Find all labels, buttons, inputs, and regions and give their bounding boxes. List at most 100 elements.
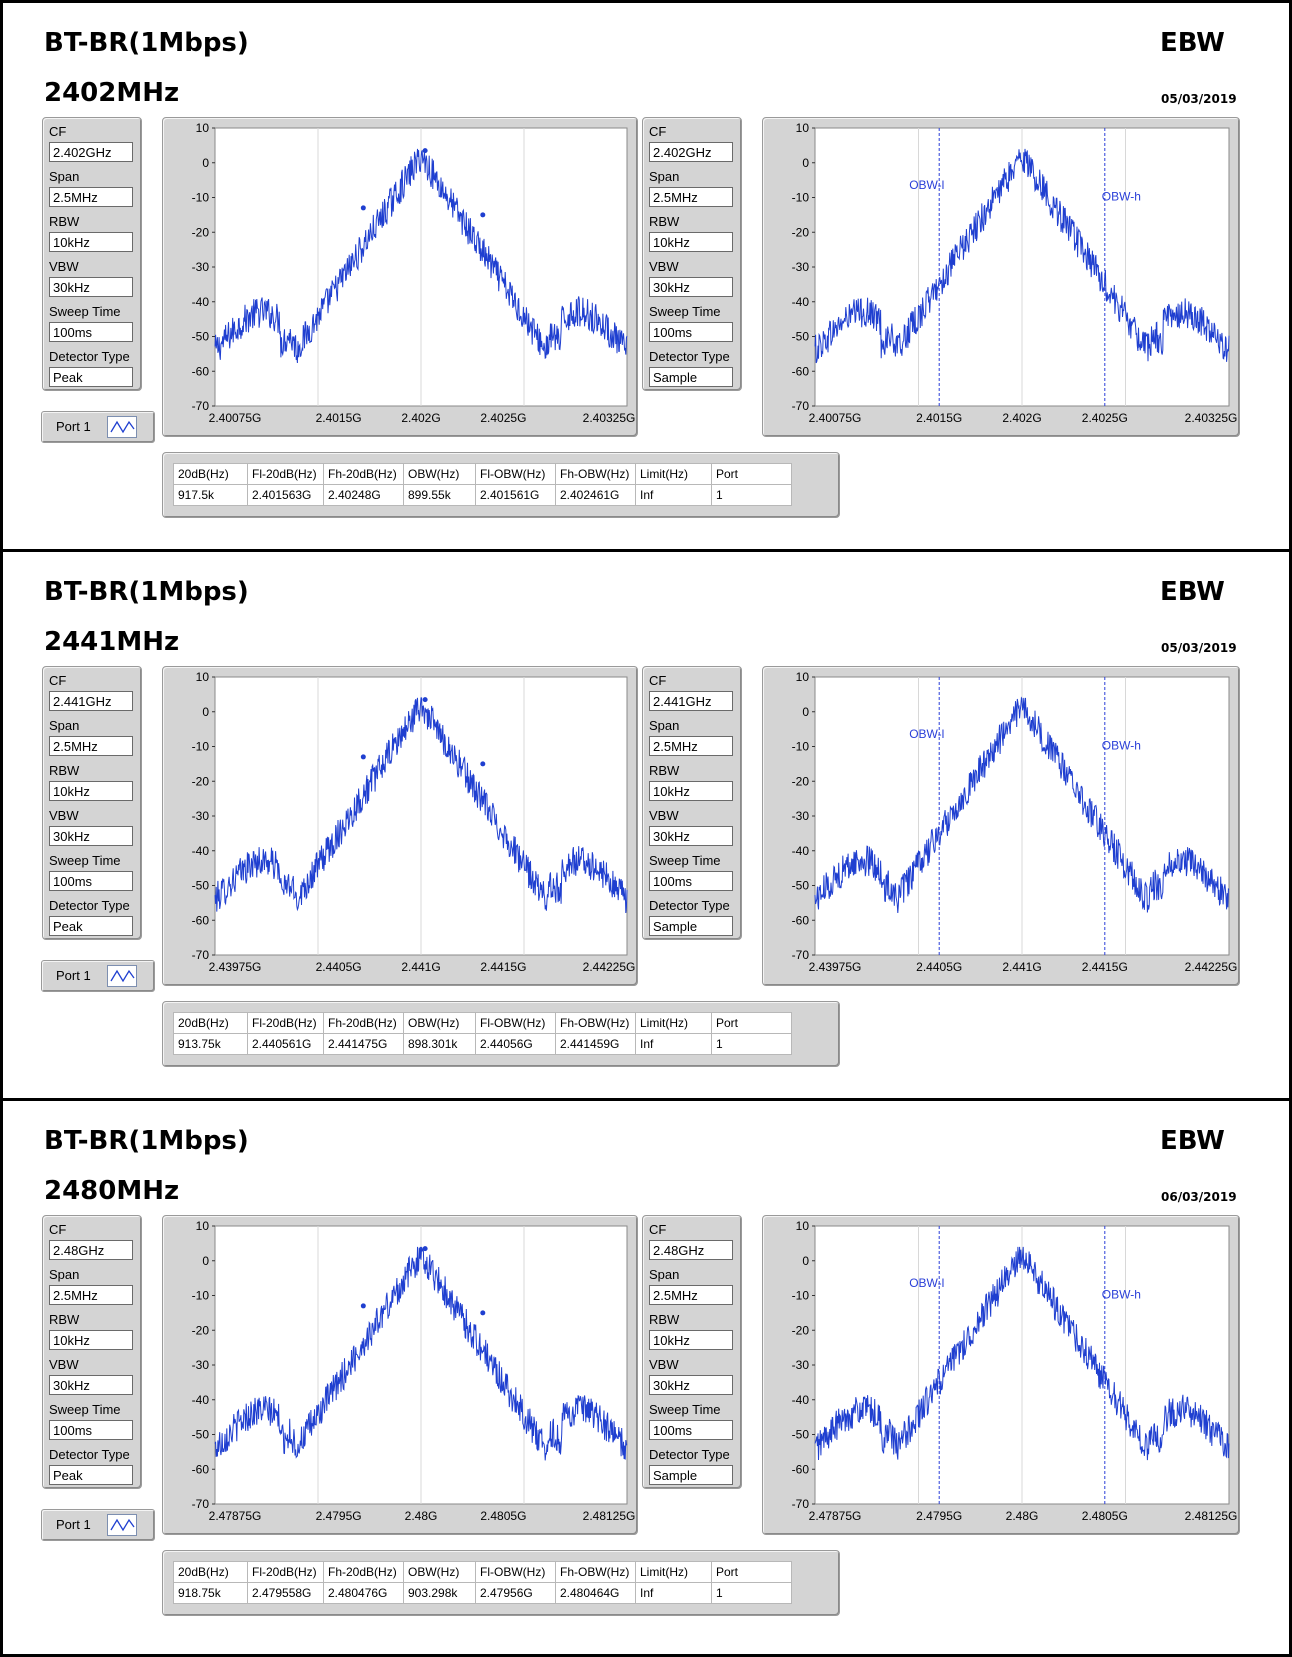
setting-value-field[interactable]: 2.5MHz xyxy=(49,187,133,207)
measurement-label: EBW xyxy=(1160,28,1225,58)
y-tick-label: -50 xyxy=(792,330,810,344)
y-tick-label: -60 xyxy=(792,364,810,378)
setting-value-field[interactable]: 2.5MHz xyxy=(649,187,733,207)
port-selector[interactable]: Port 1 xyxy=(41,960,155,992)
table-header-cell: Fh-OBW(Hz) xyxy=(555,463,636,485)
table-cell: 2.401561G xyxy=(475,484,556,506)
y-tick-label: -10 xyxy=(792,1289,810,1303)
setting-value-field[interactable]: 2.402GHz xyxy=(649,142,733,162)
table-header-cell: Limit(Hz) xyxy=(635,463,712,485)
table-header-cell: Fl-20dB(Hz) xyxy=(247,1561,324,1583)
spectrum-plot: 10 0 -10 -20 -30 -40 -50 -60 -702.47875G 2.4795G 2… xyxy=(792,1219,1238,1523)
setting-value-field[interactable]: 30kHz xyxy=(49,1375,133,1395)
table-row: 917.5k 2.401563G 2.40248G 899.55k 2.401561G 2… xyxy=(173,484,792,506)
x-tick-label: 2.4015G xyxy=(916,411,962,425)
right-settings-panel: CF 2.48GHz Span 2.5MHz RBW 10kHz VBW 30kHz Sweep… xyxy=(642,1215,742,1489)
setting-value-field[interactable]: 2.441GHz xyxy=(649,691,733,711)
table-header-cell: Fh-20dB(Hz) xyxy=(323,1561,404,1583)
left-spectrum-chart: 10 0 -10 -20 -30 -40 -50 -60 -70 2.43975G 2.4405G 2… xyxy=(162,666,638,986)
setting-value-field[interactable]: 2.5MHz xyxy=(49,1285,133,1305)
setting-value-field[interactable]: 100ms xyxy=(649,871,733,891)
setting-value-field[interactable]: 30kHz xyxy=(649,277,733,297)
y-tick-label: -10 xyxy=(192,1289,210,1303)
port-selector[interactable]: Port 1 xyxy=(41,1509,155,1541)
table-cell: 899.55k xyxy=(403,484,476,506)
measurement-date: 05/03/2019 xyxy=(1161,92,1237,106)
results-table-panel: 20dB(Hz) Fl-20dB(Hz) Fh-20dB(Hz) OBW(Hz) Fl-… xyxy=(162,1550,840,1616)
setting-value-field[interactable]: Peak xyxy=(49,367,133,387)
setting-label: Detector Type xyxy=(649,898,730,913)
setting-value-field[interactable]: 100ms xyxy=(49,322,133,342)
x-tick-label: 2.4025G xyxy=(480,411,526,425)
setting-value-field[interactable]: Sample xyxy=(649,1465,733,1485)
setting-value-field[interactable]: 10kHz xyxy=(49,781,133,801)
results-table: 20dB(Hz) Fl-20dB(Hz) Fh-20dB(Hz) OBW(Hz) Fl-… xyxy=(173,1561,792,1604)
setting-value-field[interactable]: 30kHz xyxy=(49,277,133,297)
setting-value-field[interactable]: 30kHz xyxy=(49,826,133,846)
spectrum-plot: 10 0 -10 -20 -30 -40 -50 -60 -702.40075G 2.4015G 2… xyxy=(192,121,636,425)
setting-value-field[interactable]: 100ms xyxy=(49,1420,133,1440)
setting-label: VBW xyxy=(49,1357,79,1372)
setting-value-field[interactable]: 2.48GHz xyxy=(649,1240,733,1260)
y-tick-label: -10 xyxy=(792,191,810,205)
setting-label: Span xyxy=(649,1267,680,1282)
setting-label: Sweep Time xyxy=(49,1402,121,1417)
setting-value-field[interactable]: 100ms xyxy=(649,322,733,342)
setting-label: CF xyxy=(649,124,667,139)
table-cell: 2.40248G xyxy=(323,484,404,506)
setting-label: Sweep Time xyxy=(49,853,121,868)
setting-label: Detector Type xyxy=(649,1447,730,1462)
setting-value-field[interactable]: 10kHz xyxy=(49,1330,133,1350)
marker-dot xyxy=(360,1303,366,1309)
setting-value-field[interactable]: Peak xyxy=(49,916,133,936)
setting-value-field[interactable]: 2.441GHz xyxy=(49,691,133,711)
setting-value-field[interactable]: 100ms xyxy=(649,1420,733,1440)
setting-value-field[interactable]: Sample xyxy=(649,916,733,936)
marker-dot xyxy=(422,697,428,703)
x-tick-label: 2.4015G xyxy=(316,411,362,425)
port-selector[interactable]: Port 1 xyxy=(41,411,155,443)
x-tick-label: 2.402G xyxy=(401,411,440,425)
table-header-cell: Fl-OBW(Hz) xyxy=(475,463,556,485)
y-tick-label: 10 xyxy=(796,1219,810,1233)
y-tick-label: -20 xyxy=(192,1323,210,1337)
obw-marker-label: OBW-l xyxy=(909,178,944,192)
setting-label: RBW xyxy=(649,763,680,778)
setting-value-field[interactable]: 2.5MHz xyxy=(649,736,733,756)
left-settings-panel: CF 2.402GHz Span 2.5MHz RBW 10kHz VBW 30kHz Swee… xyxy=(42,117,142,391)
measurement-date: 06/03/2019 xyxy=(1161,1190,1237,1204)
table-cell: 1 xyxy=(711,1033,792,1055)
x-tick-label: 2.4795G xyxy=(916,1509,962,1523)
setting-value-field[interactable]: Sample xyxy=(649,367,733,387)
table-header-cell: 20dB(Hz) xyxy=(173,1012,248,1034)
setting-value-field[interactable]: Peak xyxy=(49,1465,133,1485)
setting-value-field[interactable]: 10kHz xyxy=(49,232,133,252)
setting-value-field[interactable]: 30kHz xyxy=(649,826,733,846)
setting-label: Span xyxy=(649,169,680,184)
y-tick-label: -40 xyxy=(192,844,210,858)
setting-value-field[interactable]: 100ms xyxy=(49,871,133,891)
setting-value-field[interactable]: 2.48GHz xyxy=(49,1240,133,1260)
x-tick-label: 2.48125G xyxy=(1185,1509,1238,1523)
table-row: 918.75k 2.479558G 2.480476G 903.298k 2.47956… xyxy=(173,1582,792,1604)
table-cell: 917.5k xyxy=(173,484,248,506)
y-tick-label: -20 xyxy=(792,225,810,239)
setting-value-field[interactable]: 2.402GHz xyxy=(49,142,133,162)
setting-value-field[interactable]: 10kHz xyxy=(649,781,733,801)
table-cell: 2.401563G xyxy=(247,484,324,506)
marker-dot xyxy=(480,1310,486,1316)
setting-value-field[interactable]: 2.5MHz xyxy=(649,1285,733,1305)
table-header-cell: Fl-OBW(Hz) xyxy=(475,1012,556,1034)
setting-value-field[interactable]: 10kHz xyxy=(649,232,733,252)
results-table-panel: 20dB(Hz) Fl-20dB(Hz) Fh-20dB(Hz) OBW(Hz) Fl-… xyxy=(162,1001,840,1067)
x-tick-label: 2.4795G xyxy=(316,1509,362,1523)
setting-value-field[interactable]: 10kHz xyxy=(649,1330,733,1350)
x-tick-label: 2.44225G xyxy=(1185,960,1238,974)
x-tick-label: 2.441G xyxy=(1002,960,1041,974)
table-header-cell: Limit(Hz) xyxy=(635,1012,712,1034)
table-cell: Inf xyxy=(635,484,712,506)
y-tick-label: -50 xyxy=(792,879,810,893)
setting-value-field[interactable]: 30kHz xyxy=(649,1375,733,1395)
setting-label: VBW xyxy=(649,808,679,823)
setting-value-field[interactable]: 2.5MHz xyxy=(49,736,133,756)
